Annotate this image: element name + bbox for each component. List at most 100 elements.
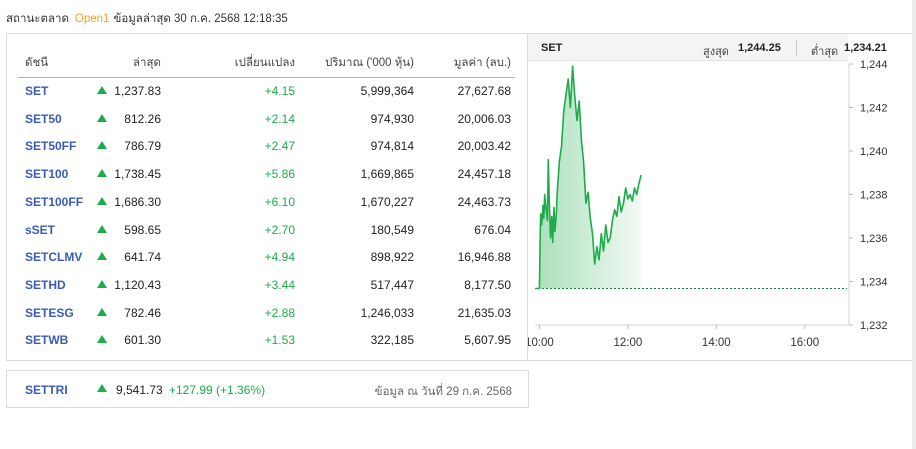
high-label: สูงสุด bbox=[703, 46, 729, 58]
chart-plot: 1,244 1,242 1,240 1,238 1,236 1,234 1,232 10:00… bbox=[528, 59, 888, 349]
up-arrow-icon bbox=[97, 224, 107, 233]
index-volume: 322,185 bbox=[370, 333, 414, 348]
header-last: ล่าสุด bbox=[133, 57, 161, 69]
market-status-label: สถานะตลาด bbox=[6, 13, 69, 25]
index-last: 1,237.83 bbox=[114, 84, 161, 98]
index-change: +3.44 bbox=[264, 277, 295, 292]
high-value: 1,244.25 bbox=[738, 42, 781, 54]
y-tick-label: 1,238 bbox=[860, 190, 888, 202]
index-change: +4.15 bbox=[264, 84, 295, 98]
index-volume: 1,670,227 bbox=[360, 194, 414, 209]
x-tick-label: 12:00 bbox=[613, 337, 642, 349]
x-tick-label: 14:00 bbox=[702, 337, 731, 349]
y-tick-label: 1,240 bbox=[860, 146, 888, 158]
header-divider bbox=[796, 40, 797, 56]
chart-title: SET bbox=[541, 42, 563, 54]
index-last: 598.65 bbox=[124, 222, 161, 237]
settri-last: 9,541.73 bbox=[116, 383, 163, 397]
index-symbol[interactable]: SETCLMV bbox=[25, 250, 83, 265]
up-arrow-icon bbox=[97, 307, 107, 316]
header-volume: ปริมาณ ('000 หุ้น) bbox=[324, 57, 414, 69]
table-row[interactable]: sSET 598.65 +2.70 180,549 676.04 bbox=[18, 217, 515, 244]
market-status: สถานะตลาด Open1 ข้อมูลล่าสุด 30 ก.ค. 2568 … bbox=[6, 10, 288, 28]
index-last: 786.79 bbox=[124, 139, 161, 154]
up-arrow-icon bbox=[97, 335, 107, 344]
series-area bbox=[535, 66, 642, 289]
index-symbol[interactable]: SET50 bbox=[25, 111, 62, 126]
index-value: 20,003.42 bbox=[457, 139, 511, 154]
index-last: 601.30 bbox=[124, 333, 161, 348]
index-change: +1.53 bbox=[264, 333, 295, 348]
up-arrow-icon bbox=[97, 252, 107, 261]
up-arrow-icon bbox=[97, 279, 107, 288]
index-last: 1,120.43 bbox=[114, 277, 161, 292]
table-row[interactable]: SETCLMV 641.74 +4.94 898,922 16,946.88 bbox=[18, 244, 515, 271]
index-value: 8,177.50 bbox=[464, 277, 511, 292]
index-symbol[interactable]: SET100 bbox=[25, 167, 69, 182]
table-row[interactable]: SETHD 1,120.43 +3.44 517,447 8,177.50 bbox=[18, 272, 515, 299]
header-change: เปลี่ยนแปลง bbox=[234, 57, 295, 69]
index-symbol[interactable]: SET50FF bbox=[25, 139, 77, 154]
index-overview-card: ดัชนี ล่าสุด เปลี่ยนแปลง ปริมาณ ('000 หุ… bbox=[6, 33, 916, 361]
settri-card: SETTRI 9,541.73 +127.99 (+1.36%) ข้อมูล … bbox=[6, 370, 529, 408]
index-volume: 517,447 bbox=[370, 277, 414, 292]
index-value: 16,946.88 bbox=[457, 250, 511, 265]
index-change: +2.70 bbox=[264, 222, 295, 237]
table-row[interactable]: SETWB 601.30 +1.53 322,185 5,607.95 bbox=[18, 327, 515, 354]
chart-header: SET สูงสุด 1,244.25 ต่ำสุด 1,234.21 bbox=[528, 34, 887, 61]
table-row[interactable]: SET50FF 786.79 +2.47 974,814 20,003.42 bbox=[18, 133, 515, 160]
settri-change: +127.99 (+1.36%) bbox=[169, 383, 266, 397]
table-row[interactable]: SET100FF 1,686.30 +6.10 1,670,227 24,463.73 bbox=[18, 189, 515, 216]
set-intraday-chart: SET สูงสุด 1,244.25 ต่ำสุด 1,234.21 1,24… bbox=[528, 34, 915, 360]
settri-symbol[interactable]: SETTRI bbox=[25, 383, 68, 397]
table-row[interactable]: SET100 1,738.45 +5.86 1,669,865 24,457.18 bbox=[18, 161, 515, 188]
y-tick-label: 1,244 bbox=[860, 59, 888, 71]
index-volume: 974,930 bbox=[370, 111, 414, 126]
index-last: 812.26 bbox=[124, 111, 161, 126]
index-last: 782.46 bbox=[124, 305, 161, 320]
index-change: +2.47 bbox=[264, 139, 295, 154]
index-volume: 1,246,033 bbox=[360, 305, 414, 320]
last-updated: ข้อมูลล่าสุด 30 ก.ค. 2568 12:18:35 bbox=[113, 13, 288, 25]
index-symbol[interactable]: SETESG bbox=[25, 305, 74, 320]
table-row[interactable]: SETESG 782.46 +2.88 1,246,033 21,635.03 bbox=[18, 300, 515, 327]
index-change: +6.10 bbox=[264, 194, 295, 209]
index-value: 5,607.95 bbox=[464, 333, 511, 348]
index-symbol[interactable]: SET bbox=[25, 84, 49, 98]
index-symbol[interactable]: SETHD bbox=[25, 277, 66, 292]
index-volume: 898,922 bbox=[370, 250, 414, 265]
index-value: 20,006.03 bbox=[457, 111, 511, 126]
up-arrow-icon bbox=[97, 141, 107, 150]
header-value: มูลค่า (ลบ.) bbox=[453, 57, 511, 69]
up-arrow-icon bbox=[97, 384, 107, 392]
index-symbol[interactable]: SETWB bbox=[25, 333, 69, 348]
scrollbar-track[interactable] bbox=[912, 0, 916, 449]
series-line bbox=[535, 65, 642, 290]
index-last: 1,738.45 bbox=[114, 167, 161, 182]
index-change: +2.88 bbox=[264, 305, 295, 320]
index-value: 27,627.68 bbox=[457, 84, 511, 98]
x-tick-label: 16:00 bbox=[790, 337, 819, 349]
market-status-value: Open1 bbox=[74, 13, 110, 25]
up-arrow-icon bbox=[97, 113, 107, 122]
index-last: 1,686.30 bbox=[114, 194, 161, 209]
index-symbol[interactable]: SET100FF bbox=[25, 194, 84, 209]
low-value: 1,234.21 bbox=[844, 42, 887, 54]
low-label: ต่ำสุด bbox=[811, 46, 839, 58]
index-symbol[interactable]: sSET bbox=[25, 222, 56, 237]
index-change: +4.94 bbox=[264, 250, 295, 265]
settri-date-note: ข้อมูล ณ วันที่ 29 ก.ค. 2568 bbox=[374, 386, 512, 398]
table-row[interactable]: SET50 812.26 +2.14 974,930 20,006.03 bbox=[18, 106, 515, 133]
index-volume: 1,669,865 bbox=[360, 167, 414, 182]
table-row[interactable]: SET 1,237.83 +4.15 5,999,364 27,627.68 bbox=[18, 78, 515, 105]
index-last: 641.74 bbox=[124, 250, 161, 265]
index-volume: 5,999,364 bbox=[360, 84, 414, 98]
header-symbol: ดัชนี bbox=[25, 57, 49, 69]
y-tick-label: 1,234 bbox=[860, 277, 888, 289]
index-value: 21,635.03 bbox=[457, 305, 511, 320]
index-table: ดัชนี ล่าสุด เปลี่ยนแปลง ปริมาณ ('000 หุ… bbox=[7, 34, 528, 360]
index-value: 24,457.18 bbox=[457, 167, 511, 182]
up-arrow-icon bbox=[97, 196, 107, 205]
index-volume: 974,814 bbox=[370, 139, 414, 154]
up-arrow-icon bbox=[97, 86, 107, 94]
